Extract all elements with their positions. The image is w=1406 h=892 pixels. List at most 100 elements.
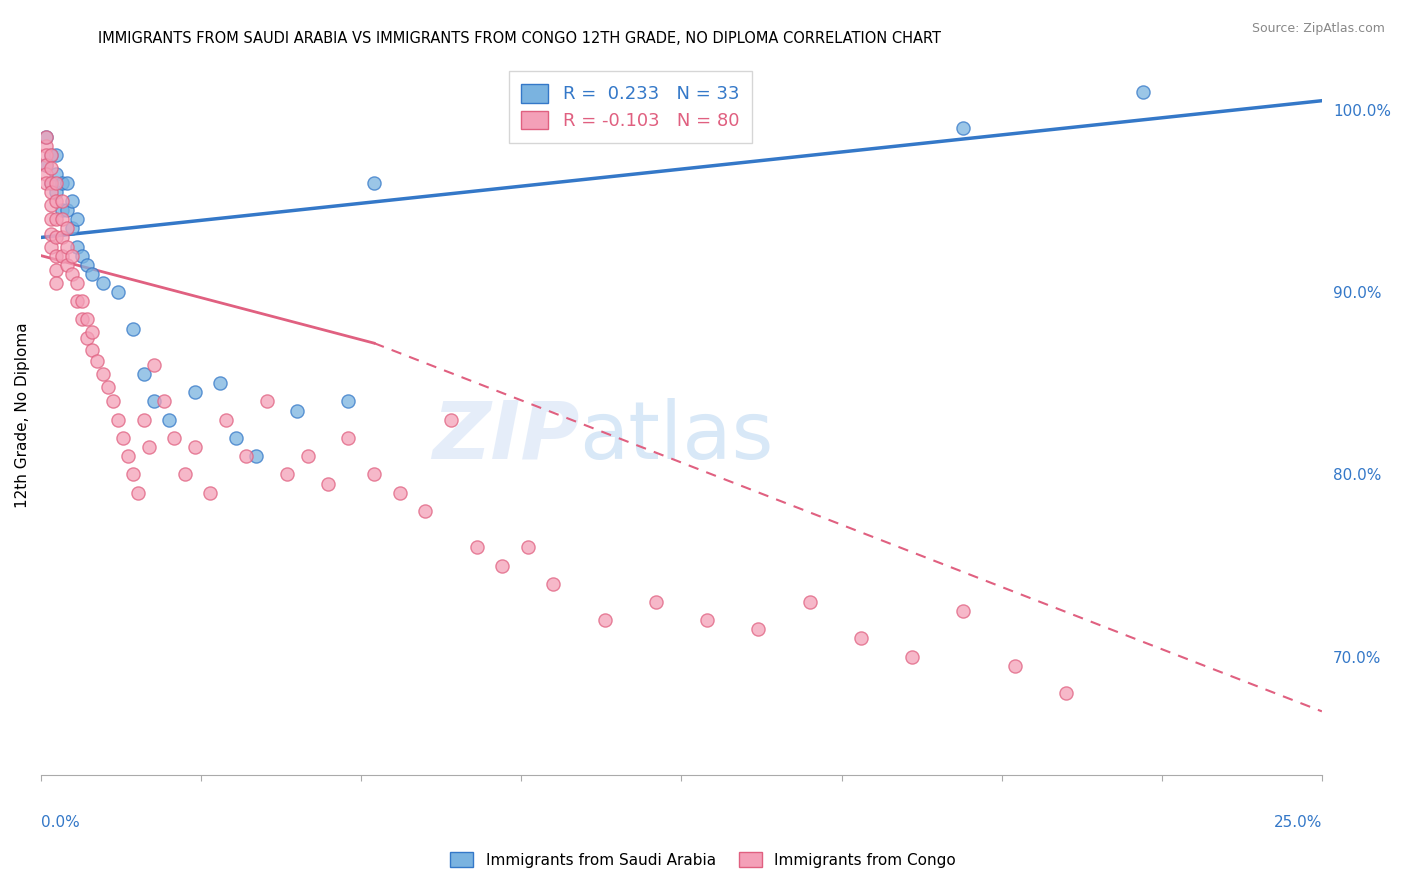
Point <box>66 294 89 309</box>
Point <box>388 485 411 500</box>
Point <box>86 354 108 368</box>
Point <box>138 440 160 454</box>
Point <box>593 613 616 627</box>
Point <box>35 148 58 162</box>
Point <box>117 449 139 463</box>
Point <box>35 176 58 190</box>
Point <box>45 185 67 199</box>
Point <box>45 276 67 290</box>
Point <box>142 358 165 372</box>
Point <box>51 249 73 263</box>
Point <box>45 148 67 162</box>
Point <box>51 176 73 190</box>
Point <box>51 230 73 244</box>
Point <box>60 267 83 281</box>
Point <box>132 413 155 427</box>
Point <box>214 413 236 427</box>
Point <box>60 194 83 208</box>
Point <box>51 212 73 227</box>
Point <box>35 157 58 171</box>
Text: 25.0%: 25.0% <box>1274 814 1322 830</box>
Point <box>276 467 298 482</box>
Point <box>153 394 176 409</box>
Point <box>465 541 488 555</box>
Point <box>70 249 93 263</box>
Point <box>45 263 67 277</box>
Point <box>45 176 67 190</box>
Point <box>297 449 319 463</box>
Point <box>41 176 63 190</box>
Point <box>747 623 769 637</box>
Point <box>41 161 63 176</box>
Point <box>256 394 278 409</box>
Point <box>35 157 58 171</box>
Point <box>225 431 247 445</box>
Point <box>440 413 463 427</box>
Point <box>51 203 73 218</box>
Point <box>45 249 67 263</box>
Point <box>76 312 98 326</box>
Point <box>198 485 221 500</box>
Point <box>142 394 165 409</box>
Point <box>107 285 129 299</box>
Point <box>337 394 360 409</box>
Point <box>122 467 145 482</box>
Point <box>799 595 821 609</box>
Point <box>173 467 195 482</box>
Text: Source: ZipAtlas.com: Source: ZipAtlas.com <box>1251 22 1385 36</box>
Legend: Immigrants from Saudi Arabia, Immigrants from Congo: Immigrants from Saudi Arabia, Immigrants… <box>444 846 962 873</box>
Point <box>491 558 513 573</box>
Point <box>35 139 58 153</box>
Point <box>122 321 145 335</box>
Point <box>516 541 538 555</box>
Point <box>45 167 67 181</box>
Point <box>45 212 67 227</box>
Point <box>60 249 83 263</box>
Point <box>41 185 63 199</box>
Point <box>184 440 207 454</box>
Point <box>82 343 104 358</box>
Point <box>363 176 385 190</box>
Legend: R =  0.233   N = 33, R = -0.103   N = 80: R = 0.233 N = 33, R = -0.103 N = 80 <box>509 71 752 143</box>
Point <box>316 476 339 491</box>
Point <box>76 258 98 272</box>
Point <box>76 331 98 345</box>
Point <box>45 230 67 244</box>
Point <box>82 267 104 281</box>
Point <box>245 449 267 463</box>
Point <box>41 197 63 211</box>
Point <box>952 604 974 618</box>
Point <box>235 449 257 463</box>
Point <box>35 130 58 145</box>
Point <box>51 194 73 208</box>
Point <box>55 176 77 190</box>
Point <box>41 227 63 241</box>
Point <box>66 276 89 290</box>
Point <box>163 431 186 445</box>
Point <box>41 148 63 162</box>
Point <box>1004 658 1026 673</box>
Point <box>41 212 63 227</box>
Point <box>337 431 360 445</box>
Point <box>644 595 666 609</box>
Point <box>70 312 93 326</box>
Point <box>41 239 63 253</box>
Point <box>1132 85 1154 99</box>
Point <box>363 467 385 482</box>
Point <box>60 221 83 235</box>
Y-axis label: 12th Grade, No Diploma: 12th Grade, No Diploma <box>15 322 30 508</box>
Point <box>696 613 718 627</box>
Point <box>55 258 77 272</box>
Text: 0.0%: 0.0% <box>41 814 80 830</box>
Text: ZIP: ZIP <box>432 398 579 475</box>
Point <box>91 276 114 290</box>
Point <box>1054 686 1077 700</box>
Point <box>41 148 63 162</box>
Point <box>184 385 207 400</box>
Point <box>107 413 129 427</box>
Point <box>91 367 114 381</box>
Point <box>415 504 437 518</box>
Point <box>66 239 89 253</box>
Text: IMMIGRANTS FROM SAUDI ARABIA VS IMMIGRANTS FROM CONGO 12TH GRADE, NO DIPLOMA COR: IMMIGRANTS FROM SAUDI ARABIA VS IMMIGRAN… <box>98 31 942 46</box>
Point <box>66 212 89 227</box>
